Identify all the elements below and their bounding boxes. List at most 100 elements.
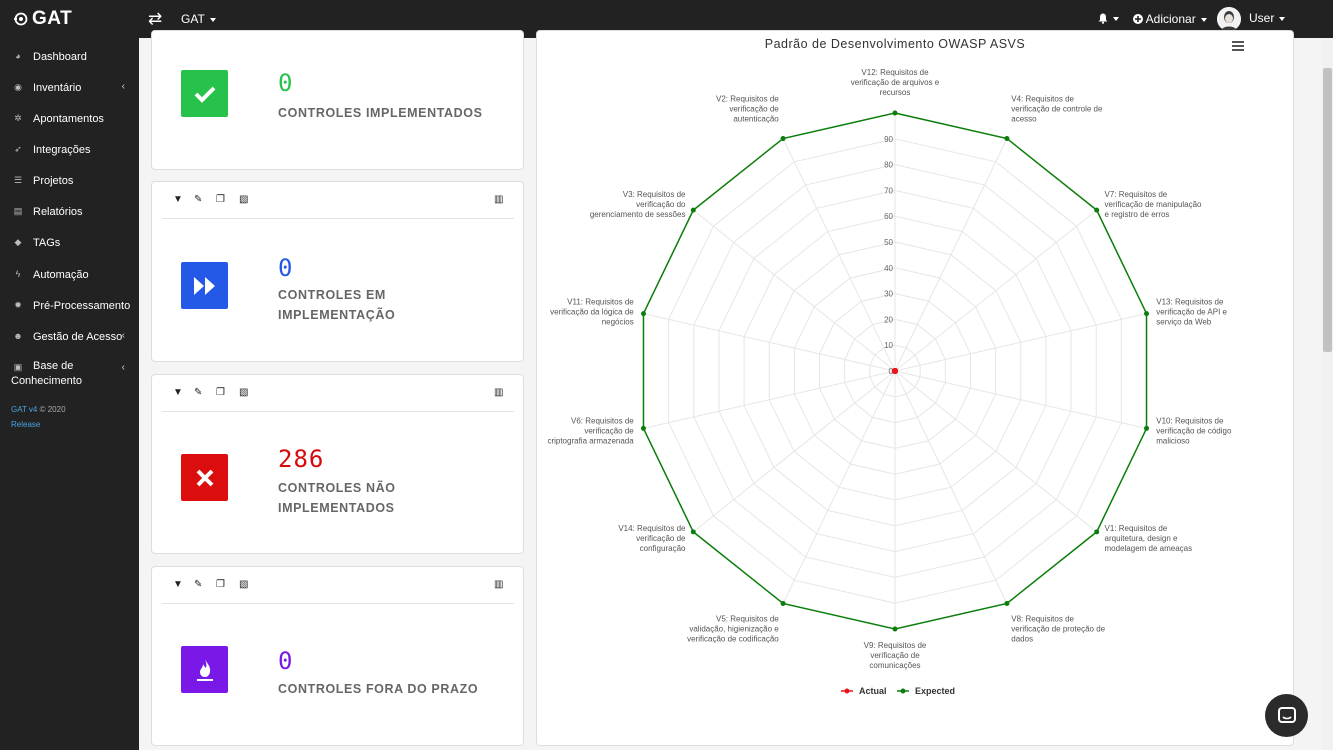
sidebar-item-tags[interactable]: ◆ TAGs (0, 232, 139, 260)
image-icon[interactable]: ▧ (239, 387, 249, 398)
category-label: V12: Requisitos de verificação de arquivo… (851, 68, 940, 97)
edit-icon[interactable]: ✎ (194, 387, 203, 398)
clone-icon[interactable]: ❐ (216, 194, 225, 205)
tag-icon: ◆ (14, 237, 22, 247)
sidebar-item-automacao[interactable]: ϟ Automação (0, 264, 139, 292)
radial-tick-label: 60 (884, 212, 893, 221)
user-menu[interactable]: User (1249, 11, 1286, 25)
fast-forward-icon (181, 262, 228, 309)
radial-tick-label: 0 (889, 367, 894, 376)
plus-circle-icon (1133, 14, 1143, 24)
clone-icon[interactable]: ❐ (216, 387, 225, 398)
data-point-expected (1094, 207, 1100, 213)
radial-tick-label: 80 (884, 161, 893, 170)
chevron-down-icon (1113, 16, 1119, 21)
chat-icon (1277, 706, 1296, 723)
bolt-icon: ϟ (15, 269, 21, 279)
version-text: GAT v4 © 2020 (11, 405, 66, 414)
swap-icon[interactable]: ⇄ (148, 9, 163, 28)
card-toolbar: ▼ ✎ ❐ ▧ ▥ (162, 182, 514, 219)
sidebar-item-pre-processamento[interactable]: ✹ Pré-Processamento (0, 295, 139, 323)
stat-label-line2: IMPLEMENTAÇÃO (278, 308, 396, 322)
image-icon[interactable]: ▧ (239, 579, 249, 590)
sidebar-item-projetos[interactable]: ☰ Projetos (13, 175, 74, 187)
radial-tick-label: 50 (884, 238, 893, 247)
chat-widget-button[interactable] (1265, 694, 1308, 737)
legend-swatch-point (844, 688, 850, 694)
data-point-expected (640, 425, 646, 431)
sidebar-item-base-de-conhecimento[interactable]: ▣ Base de Conhecimento ‹ (11, 360, 125, 387)
avatar[interactable] (1217, 7, 1241, 31)
data-point-expected (1004, 136, 1010, 142)
sidebar-item-integracoes[interactable]: ➶ Integrações (0, 139, 139, 167)
app-logo[interactable]: GAT (14, 8, 72, 30)
edit-icon[interactable]: ✎ (194, 579, 203, 590)
chevron-down-icon (1279, 16, 1286, 21)
legend-swatch-point (900, 688, 906, 694)
add-menu-label: Adicionar (1145, 12, 1196, 26)
stat-card-fora-do-prazo: ▼ ✎ ❐ ▧ ▥ 0 CONTROLES FORA DO PRAZO (151, 566, 524, 746)
category-label: V13: Requisitos de verificação de API e se… (1156, 297, 1227, 326)
project-label: GAT (181, 12, 205, 26)
chevron-left-icon: ‹ (121, 330, 125, 341)
sidebar-item-dashboard[interactable]: ◕ Dashboard (0, 46, 139, 74)
radial-tick-label: 20 (884, 315, 893, 324)
data-point-expected (892, 110, 898, 116)
check-icon (181, 70, 228, 117)
category-label: V5: Requisitos de validação, higienização… (687, 614, 779, 643)
data-point-expected (690, 529, 696, 535)
add-menu-button[interactable]: Adicionar (1133, 12, 1207, 26)
image-icon[interactable]: ▧ (239, 194, 249, 205)
trash-icon[interactable]: ▥ (494, 579, 504, 590)
data-point-actual (892, 368, 898, 374)
stat-value: 0 (278, 647, 294, 675)
sidebar-item-inventario[interactable]: ◉ Inventário ‹ (0, 77, 139, 105)
sidebar-item-apontamentos[interactable]: ✲ Apontamentos (0, 108, 139, 136)
stat-value: 0 (278, 69, 294, 97)
release-link[interactable]: Release (11, 420, 41, 429)
book-icon: ▣ (13, 362, 23, 372)
hamburger-menu-icon[interactable] (1232, 41, 1244, 51)
file-icon: ▤ (13, 206, 23, 216)
sidebar-item-relatorios[interactable]: ▤ Relatórios (13, 206, 83, 218)
logo-icon (14, 12, 28, 26)
filter-icon[interactable]: ▼ (173, 579, 183, 590)
chevron-down-icon (1200, 17, 1207, 22)
trash-icon[interactable]: ▥ (494, 194, 504, 205)
stat-value: 0 (278, 254, 294, 282)
category-label: V14: Requisitos de verificação de configur… (618, 524, 686, 553)
radar-spoke (692, 209, 896, 372)
scrollbar-thumb[interactable] (1323, 68, 1332, 352)
category-label: V9: Requisitos de verificação de comunicaç… (864, 641, 927, 670)
sidebar-item-gestao-de-acesso[interactable]: ☻ Gestão de Acesso ‹ (13, 330, 125, 343)
filter-icon[interactable]: ▼ (173, 387, 183, 398)
category-label: V10: Requisitos de verificação de código m… (1156, 417, 1232, 446)
edit-icon[interactable]: ✎ (194, 194, 203, 205)
radial-tick-label: 10 (884, 341, 893, 350)
stat-value: 286 (278, 445, 325, 473)
radar-spoke (894, 209, 1098, 372)
data-point-expected (690, 207, 696, 213)
filter-icon[interactable]: ▼ (173, 194, 183, 205)
x-icon (181, 454, 228, 501)
radar-spoke (692, 370, 896, 533)
category-label: V6: Requisitos de verificação de criptogra… (547, 417, 634, 446)
project-selector[interactable]: GAT (181, 12, 216, 26)
category-label: V1: Requisitos de arquitetura, design e mo… (1105, 524, 1193, 553)
card-toolbar: ▼ ✎ ❐ ▧ ▥ (162, 375, 514, 412)
disc-icon: ◉ (14, 82, 22, 92)
chevron-left-icon: ‹ (121, 81, 125, 92)
user-name: User (1249, 11, 1275, 25)
data-point-expected (640, 311, 646, 317)
clone-icon[interactable]: ❐ (216, 579, 225, 590)
radar-chart: 0 10 20 30 40 50 60 70 80 90 V12: Requisitos de ver… (547, 68, 1232, 696)
page-scrollbar[interactable] (1322, 38, 1333, 750)
category-label: V7: Requisitos de verificação de manipula… (1105, 190, 1202, 219)
data-point-expected (780, 600, 786, 606)
trash-icon[interactable]: ▥ (494, 387, 504, 398)
radar-spoke (894, 138, 1008, 372)
notifications-button[interactable] (1098, 11, 1119, 25)
data-point-expected (892, 626, 898, 632)
bell-icon (1098, 13, 1108, 25)
stat-card-nao-implementados: ▼ ✎ ❐ ▧ ▥ 286 CONTROLES NÃO IMPLEMENTADO… (151, 374, 524, 554)
